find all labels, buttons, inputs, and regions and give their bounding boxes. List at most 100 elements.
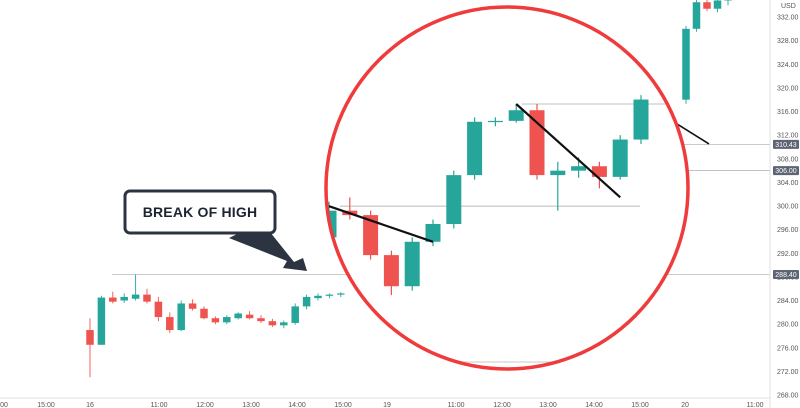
outer-candle-0 [86,318,94,378]
time-tick-12: 14:00 [585,402,603,408]
right-candles [682,0,732,104]
inner-candle-14 [612,135,628,180]
inner-candle-4-body [404,241,420,287]
outer-candle-1-body [97,297,106,345]
price-tick-6: 308.00 [777,156,799,163]
inner-trendline-1 [515,103,621,199]
price-tick-7: 304.00 [777,180,799,187]
outer-candle-7 [166,312,174,333]
time-tick-14: 20 [681,402,689,408]
time-tick-7: 15:00 [334,402,352,408]
price-tick-16: 268.00 [777,393,799,400]
break-of-high-callout: BREAK OF HIGH [123,189,307,271]
outer-candle-16-body [268,321,277,326]
outer-trendline-segment [675,122,710,145]
inner-candle-7 [467,117,483,180]
time-tick-6: 14:00 [288,402,306,408]
outer-candle-15-body [257,318,265,322]
outer-candle-18-body [291,306,299,323]
inner-candle-6-body [446,175,462,224]
outer-candle-14-body [245,314,254,319]
price-tick-14: 276.00 [777,345,799,352]
inner-candle-13 [591,161,607,189]
outer-candle-12-body [223,317,231,323]
inner-candle-8 [487,117,503,127]
inner-trendline-0 [328,205,434,243]
outer-candle-8-body [177,303,185,331]
inner-candle-14-body [612,139,628,177]
time-tick-1: 15:00 [37,402,55,408]
outer-candle-3 [120,293,128,303]
outer-candle-10-body [200,308,208,319]
outer-candle-15 [257,315,265,323]
right-candle-3 [713,0,722,13]
price-tag-0: 310.43 [775,142,797,149]
callout-box [123,189,277,235]
price-tag-bg-1 [773,166,799,176]
inner-candle-13-body [591,166,607,177]
outer-candle-0-body [86,330,94,345]
outer-candle-17 [280,320,288,329]
outer-candle-1 [97,295,106,345]
price-tick-9: 296.00 [777,227,799,234]
outer-candle-21-body [325,294,334,296]
time-tick-5: 13:00 [242,402,260,408]
inner-candle-11 [550,161,566,211]
time-tick-2: 16 [86,402,94,408]
time-tick-15: 11:00 [747,402,764,408]
outer-candle-17-body [280,322,288,326]
right-candle-3-body [713,0,722,9]
price-tick-15: 272.00 [777,369,799,376]
outer-candle-6-body [154,301,163,318]
right-candle-2 [703,0,711,12]
outer-candle-4-body [131,294,140,299]
price-tick-4: 316.00 [777,109,799,116]
outer-candle-19-body [302,296,311,307]
highlight-circle [324,5,690,371]
price-tag-bg-0 [773,139,799,149]
currency-label: USD [781,3,796,10]
outer-candle-18 [291,303,299,325]
inner-candle-2-body [363,215,379,256]
time-tick-11: 13:00 [539,402,557,408]
inner-candle-3 [383,250,399,296]
outer-candle-2 [109,291,117,304]
inner-candle-9-body [508,110,524,121]
inner-candle-5-body [425,224,441,242]
right-candle-0-body [682,28,690,100]
inner-candle-2 [363,210,379,260]
callout-label: BREAK OF HIGH [143,204,258,220]
outer-candle-7-body [166,317,174,331]
price-tick-3: 320.00 [777,85,799,92]
time-tick-8: 19 [383,402,391,408]
outer-candles [86,274,345,378]
outer-candle-20-body [314,295,322,299]
outer-candle-6 [154,296,163,322]
time-tick-3: 11:00 [151,402,168,408]
outer-candle-20 [314,293,322,301]
inner-candle-10-body [529,110,545,176]
price-tag-bg-2 [773,270,799,280]
price-tick-13: 280.00 [777,322,799,329]
inner-candle-15 [633,95,649,144]
outer-candle-5-body [143,294,151,302]
inner-candle-6 [446,170,462,229]
price-tag-1: 306.00 [775,168,797,175]
outer-candle-4 [131,274,140,301]
outer-trendline [675,122,710,145]
outer-candle-12 [223,315,231,325]
outer-candle-11 [211,316,220,325]
outer-candle-13-body [234,313,242,319]
outer-candle-2-body [109,297,117,302]
price-tick-12: 284.00 [777,298,799,305]
price-tick-2: 324.00 [777,62,799,69]
outer-candle-13 [234,312,242,320]
right-candle-4 [724,0,732,6]
outer-candle-9-body [188,303,197,309]
inner-candle-15-body [633,99,649,140]
inner-candle-10 [529,104,545,180]
outer-candle-22 [337,292,345,297]
price-axis: USD 332.00 328.00 324.00 320.00 316.00 312.00 3… [769,0,799,408]
time-tick-0: 00 [0,402,8,408]
